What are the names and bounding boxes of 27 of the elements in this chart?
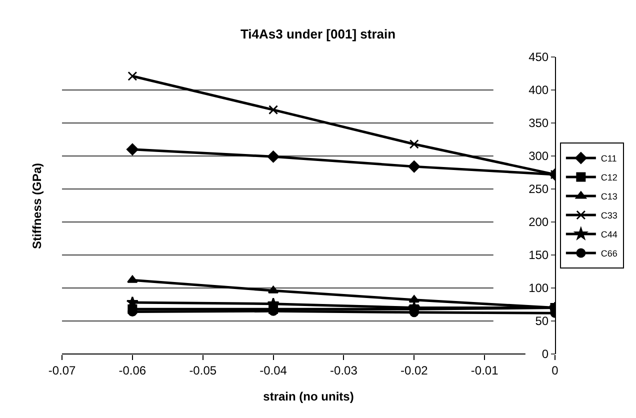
y-tick-label: 250 [528, 182, 549, 196]
y-tick-label: 300 [528, 149, 549, 164]
legend-label: C11 [600, 154, 617, 164]
y-tick-label: 100 [528, 281, 549, 296]
y-tick-label: 150 [528, 248, 549, 262]
legend-label: C13 [600, 192, 618, 202]
legend-label: C33 [600, 210, 618, 221]
legend-label: C44 [600, 230, 618, 240]
y-tick-label: 450 [528, 50, 549, 64]
x-tick-label: 0 [552, 363, 559, 378]
legend-label: C66 [600, 248, 618, 259]
y-axis-title: Stiffness (GPa) [30, 162, 44, 249]
y-tick-label: 50 [535, 314, 549, 328]
x-tick-label: -0.04 [260, 363, 288, 378]
x-tick-label: -0.01 [470, 363, 499, 378]
x-tick-label: -0.06 [118, 363, 146, 378]
y-tick-label: 400 [528, 83, 549, 98]
y-tick-label: 350 [528, 116, 549, 130]
y-tick-label: 200 [528, 215, 549, 230]
legend-label: C12 [600, 172, 618, 183]
x-tick-label: -0.02 [400, 363, 428, 378]
y-tick-label: 0 [542, 347, 549, 362]
x-axis-title: strain (no units) [263, 389, 354, 404]
x-tick-label: -0.07 [48, 363, 76, 378]
x-tick-label: -0.05 [189, 363, 217, 378]
chart-title: Ti4As3 under [001] strain [240, 26, 396, 42]
x-tick-label: -0.03 [330, 363, 358, 378]
